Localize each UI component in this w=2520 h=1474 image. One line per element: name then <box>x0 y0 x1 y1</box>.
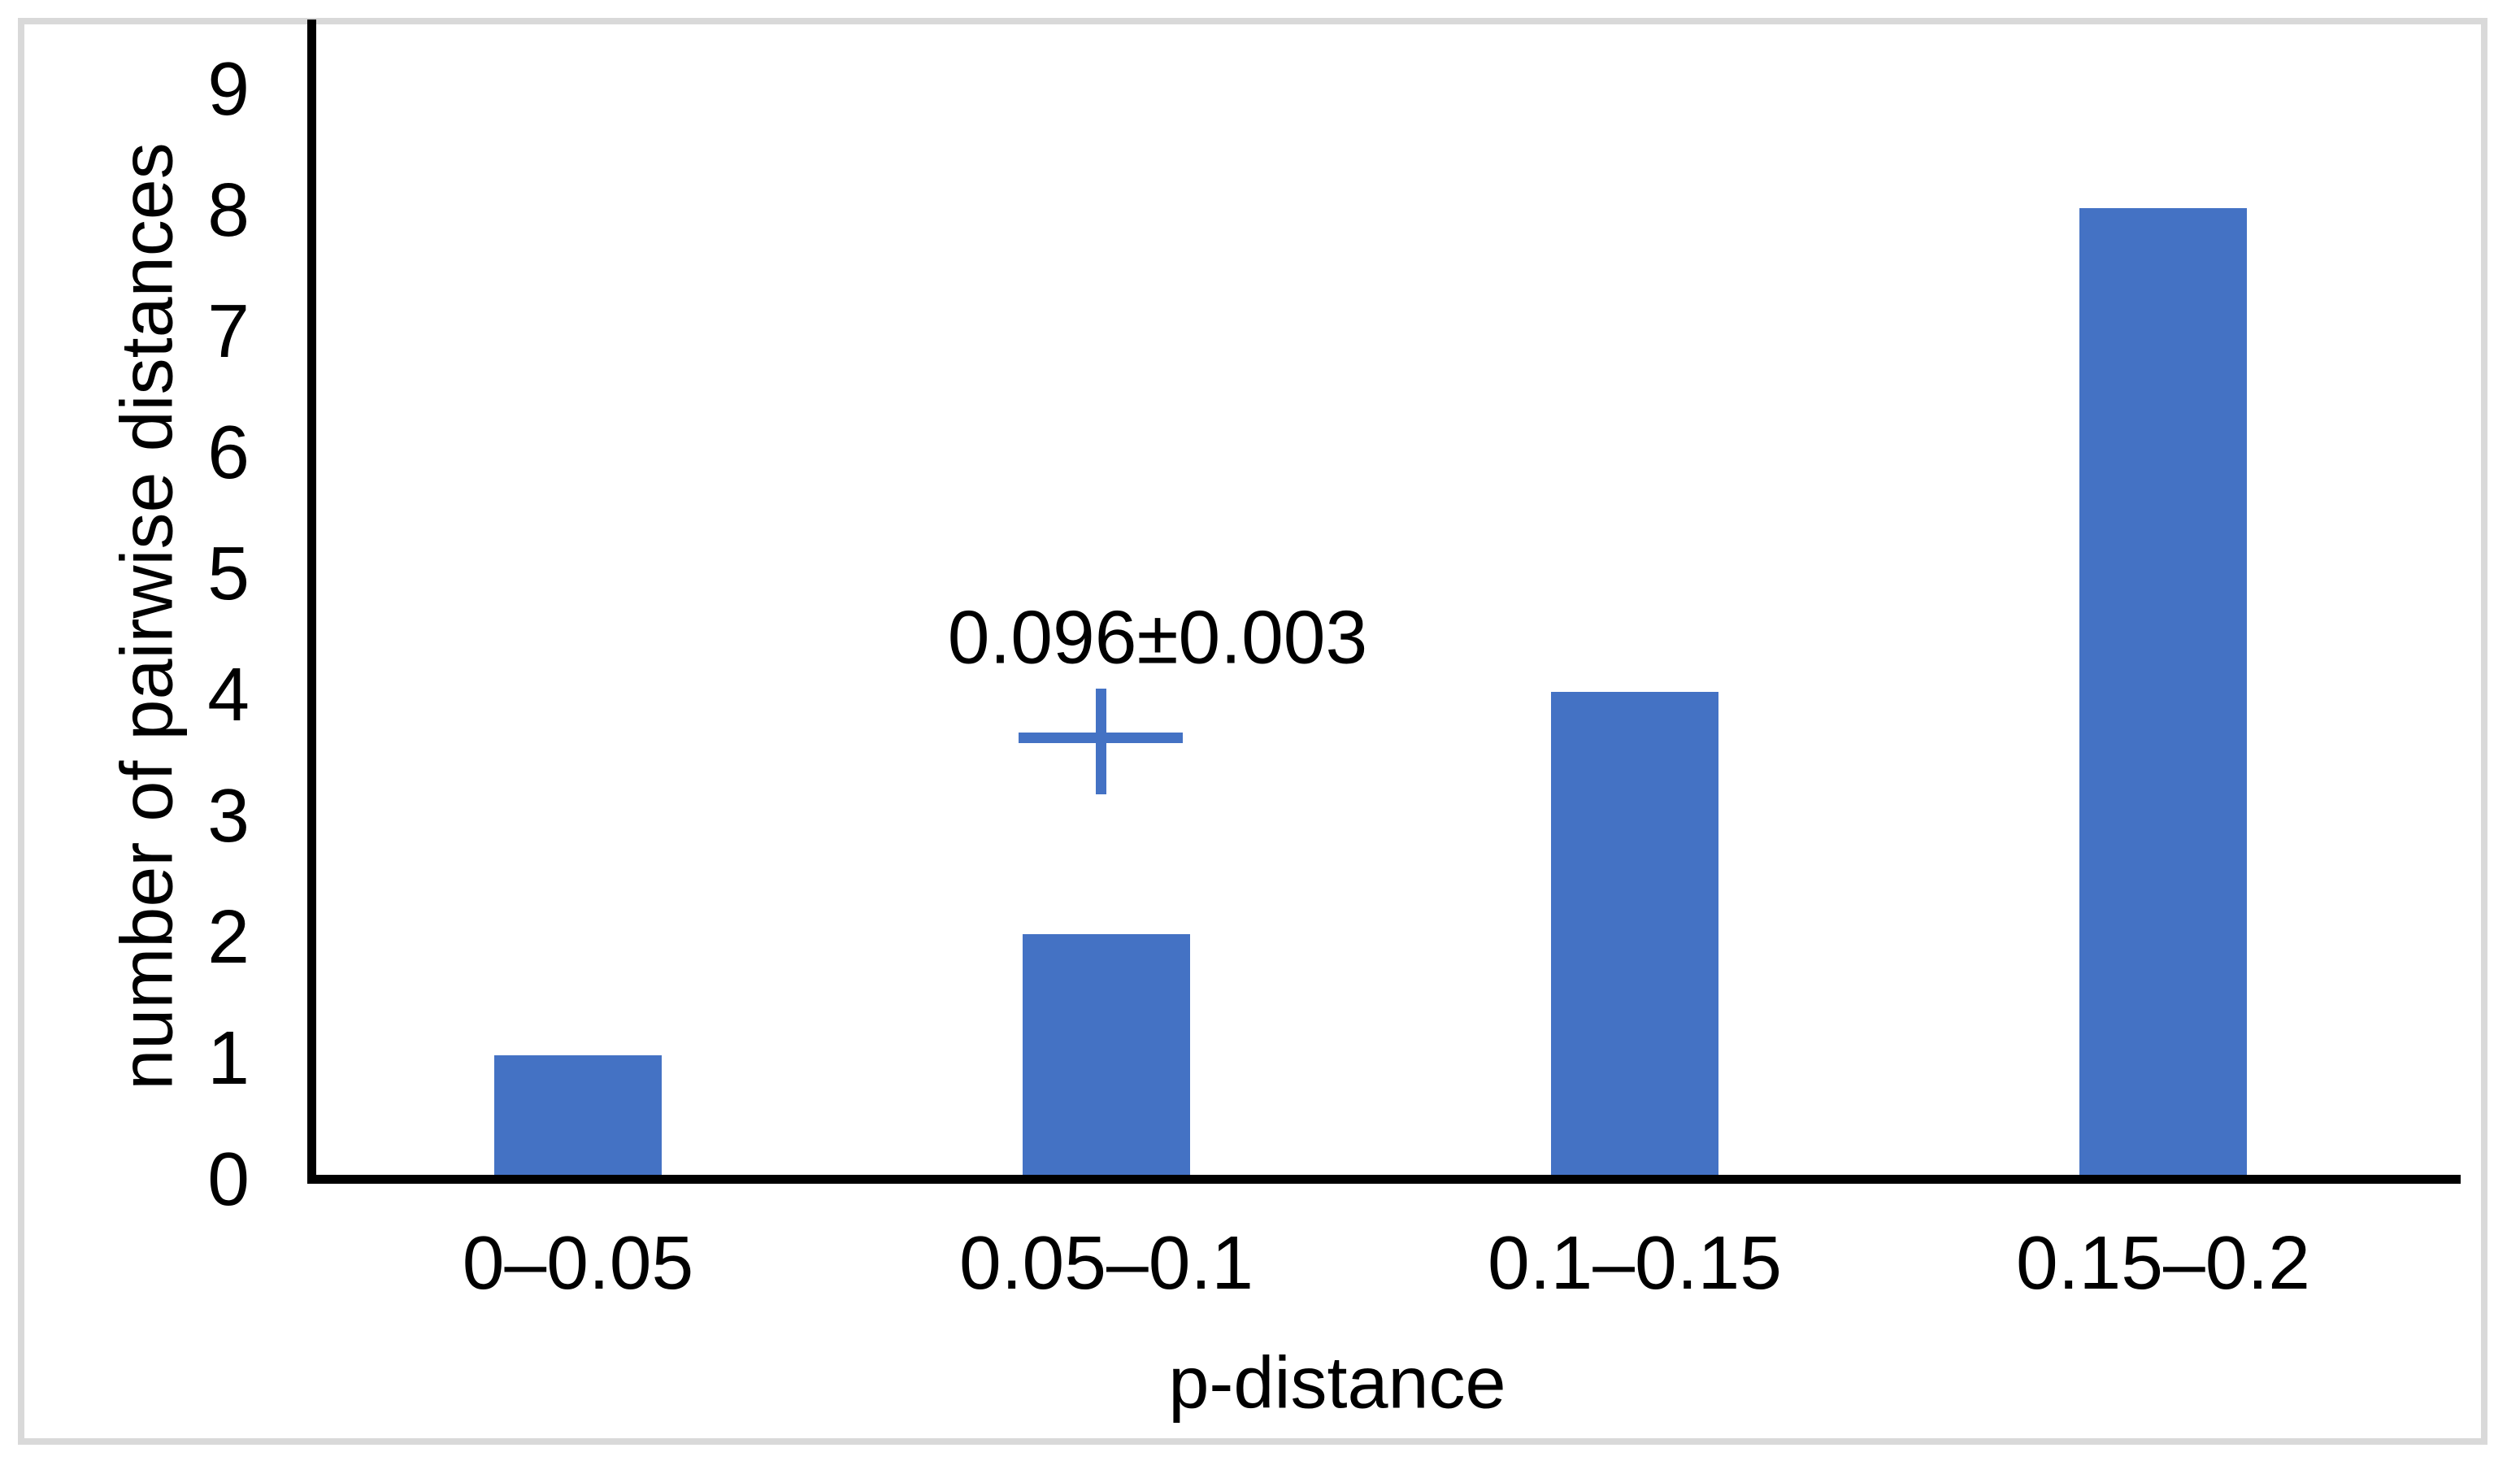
bar <box>2079 207 2247 1176</box>
y-tick-label: 6 <box>207 410 250 494</box>
y-axis-line <box>307 20 316 1184</box>
bar <box>1023 934 1190 1176</box>
y-tick-label: 2 <box>207 894 250 979</box>
y-tick-label: 8 <box>207 167 250 252</box>
y-tick-label: 5 <box>207 531 250 615</box>
y-tick-label: 7 <box>207 289 250 373</box>
cross-vertical-bar <box>1096 689 1106 794</box>
x-axis-title: p-distance <box>1168 1342 1506 1424</box>
x-axis-line <box>307 1175 2461 1184</box>
y-tick-label: 9 <box>207 46 250 131</box>
chart-frame-border <box>18 18 2487 1445</box>
y-tick-label: 1 <box>207 1015 250 1100</box>
y-tick-label: 3 <box>207 773 250 858</box>
bar <box>1551 692 1718 1176</box>
x-tick-label: 0.05–0.1 <box>958 1220 1254 1305</box>
y-axis-title: number of pairwise distances <box>106 142 189 1090</box>
y-tick-label: 0 <box>207 1137 250 1221</box>
x-tick-label: 0.1–0.15 <box>1487 1220 1783 1305</box>
x-tick-label: 0.15–0.2 <box>2015 1220 2311 1305</box>
x-tick-label: 0–0.05 <box>462 1220 694 1305</box>
bar <box>494 1055 662 1176</box>
annotation-label: 0.096±0.003 <box>947 594 1368 680</box>
y-tick-label: 4 <box>207 652 250 737</box>
